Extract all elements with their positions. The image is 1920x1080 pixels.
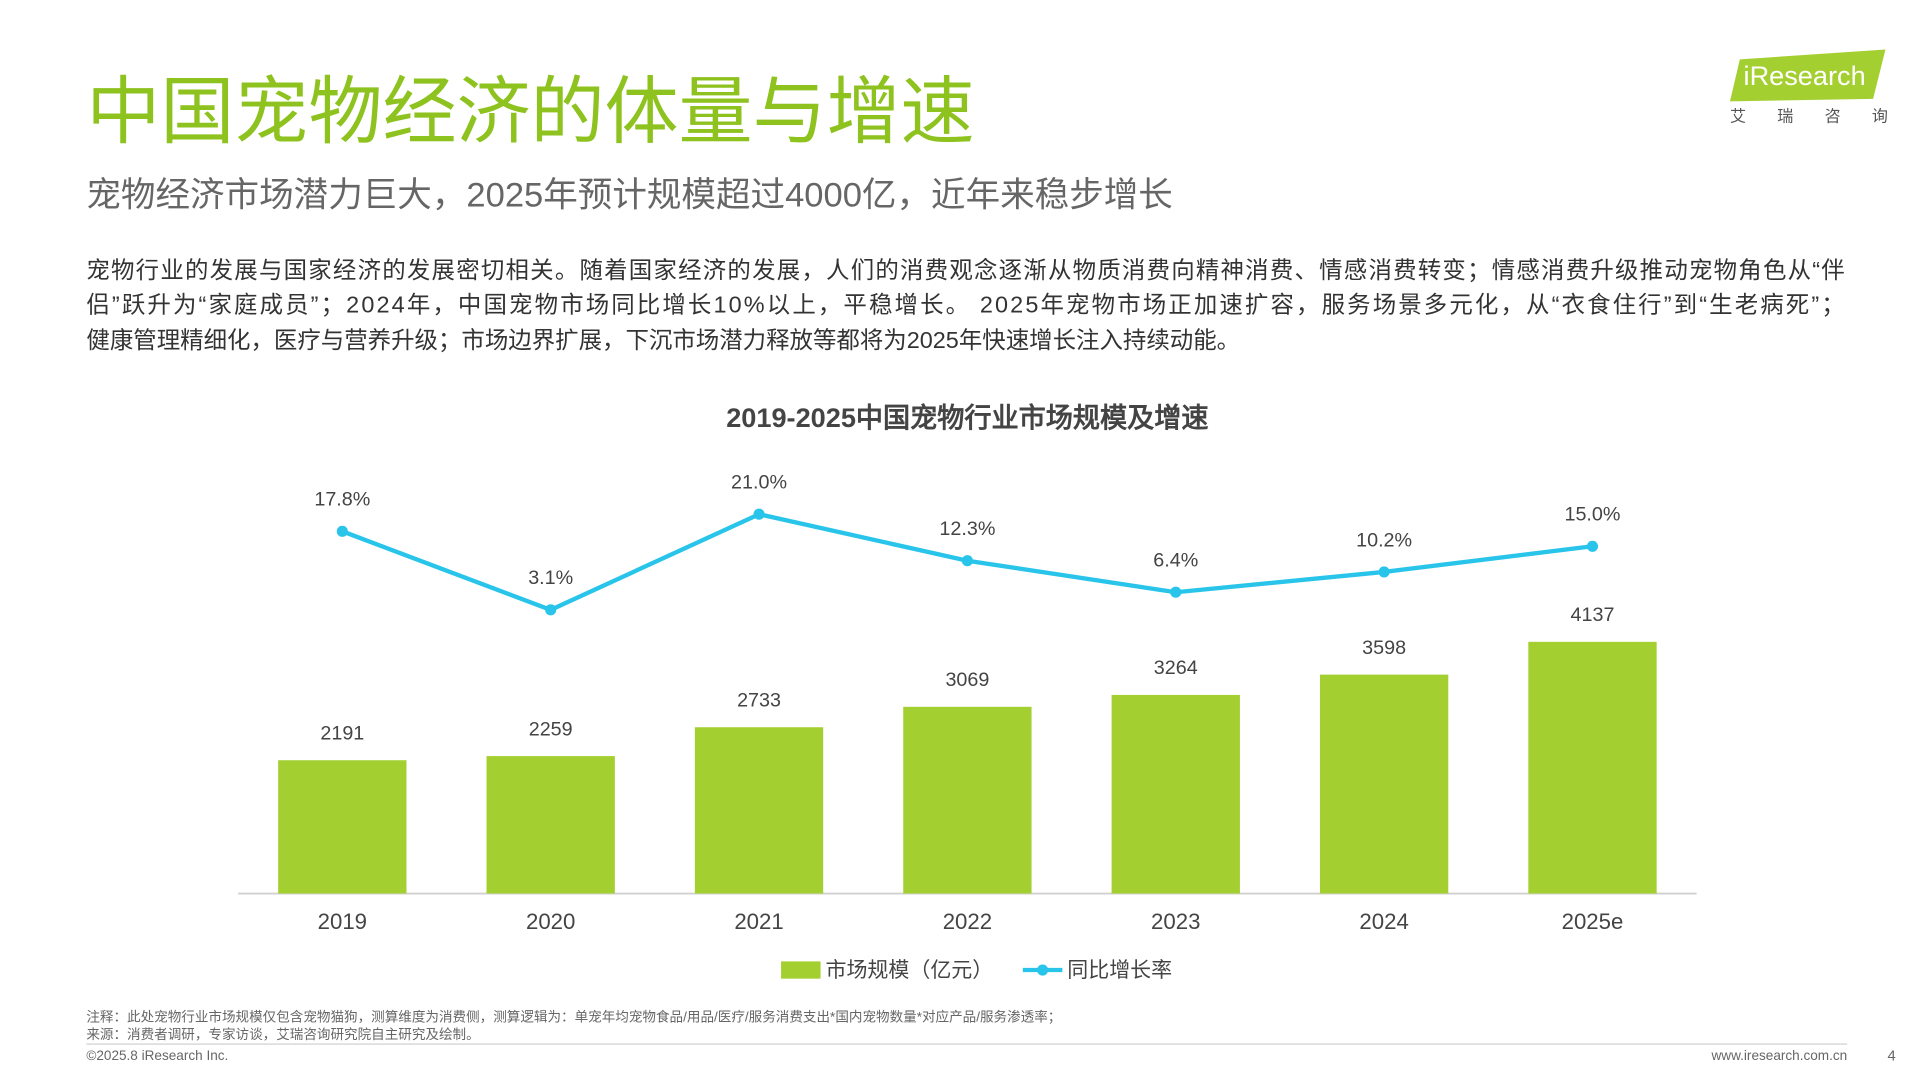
x-tick-label: 2021: [734, 909, 783, 934]
body-line: 健康管理精细化，医疗与营养升级；市场边界扩展，下沉市场潜力释放等都将为2025年…: [86, 327, 1240, 353]
bar-value-label: 2259: [529, 718, 573, 740]
line-marker: [1586, 540, 1599, 552]
line-marker: [1378, 566, 1390, 578]
x-tick-label: 2025e: [1562, 909, 1624, 934]
line-marker: [753, 508, 765, 520]
legend-swatch: [781, 961, 821, 979]
line-value-label: 6.4%: [1153, 550, 1198, 572]
bar: [1111, 694, 1240, 894]
legend-swatch: [1037, 964, 1049, 976]
bar-value-label: 3069: [945, 669, 989, 691]
line-marker: [545, 604, 557, 616]
body-line: 宠物行业的发展与国家经济的发展密切相关。随着国家经济的发展，人们的消费观念逐渐从…: [86, 257, 1844, 283]
copyright: ©2025.8 iResearch Inc.: [86, 1048, 228, 1063]
page-number: 4: [1888, 1048, 1896, 1064]
line-marker: [336, 525, 348, 537]
line-value-label: 12.3%: [939, 518, 995, 540]
chart-title: 2019-2025中国宠物行业市场规模及增速: [726, 402, 1208, 433]
x-tick-label: 2022: [943, 909, 992, 934]
line-marker: [1170, 586, 1182, 598]
line-value-label: 10.2%: [1356, 529, 1412, 551]
x-tick-label: 2020: [526, 909, 575, 934]
bar: [278, 760, 407, 894]
logo-badge: [1729, 49, 1886, 102]
bar-value-label: 2191: [320, 723, 364, 745]
legend-label: 市场规模（亿元）: [826, 959, 994, 982]
line-value-label: 15.0%: [1564, 504, 1620, 526]
x-tick-label: 2019: [318, 909, 367, 934]
x-tick-label: 2023: [1151, 909, 1200, 934]
x-tick-label: 2024: [1359, 909, 1408, 934]
line-value-label: 3.1%: [528, 567, 573, 589]
bar-value-label: 2733: [737, 690, 781, 712]
website: www.iresearch.com.cn: [1711, 1048, 1848, 1063]
bar-value-label: 4137: [1571, 604, 1615, 626]
bar: [1528, 641, 1657, 894]
slide-title: 中国宠物经济的体量与增速: [86, 70, 974, 153]
legend-label: 同比增长率: [1067, 959, 1172, 982]
bar: [486, 756, 615, 894]
slide-subtitle: 宠物经济市场潜力巨大，2025年预计规模超过4000亿，近年来稳步增长: [86, 177, 1172, 215]
bar: [903, 706, 1032, 894]
bar: [694, 727, 824, 894]
footnote: 注释：此处宠物行业市场规模仅包含宠物猫狗，测算维度为消费侧，测算逻辑为：单宠年均…: [86, 1009, 1061, 1026]
line-marker: [961, 555, 973, 567]
bar-value-label: 3264: [1154, 657, 1198, 679]
line-value-label: 17.8%: [314, 489, 370, 511]
source: 来源：消费者调研，专家访谈，艾瑞咨询研究院自主研究及绘制。: [86, 1026, 479, 1042]
logo-cn: 艾 瑞 咨 询: [1730, 108, 1888, 126]
logo: iResearch: [1744, 60, 1866, 91]
body-line: 侣”跃升为“家庭成员”；2024年，中国宠物市场同比增长10%以上，平稳增长。 …: [86, 291, 1844, 317]
bar: [1319, 674, 1449, 894]
line-value-label: 21.0%: [731, 472, 787, 494]
bar-value-label: 3598: [1362, 637, 1406, 659]
